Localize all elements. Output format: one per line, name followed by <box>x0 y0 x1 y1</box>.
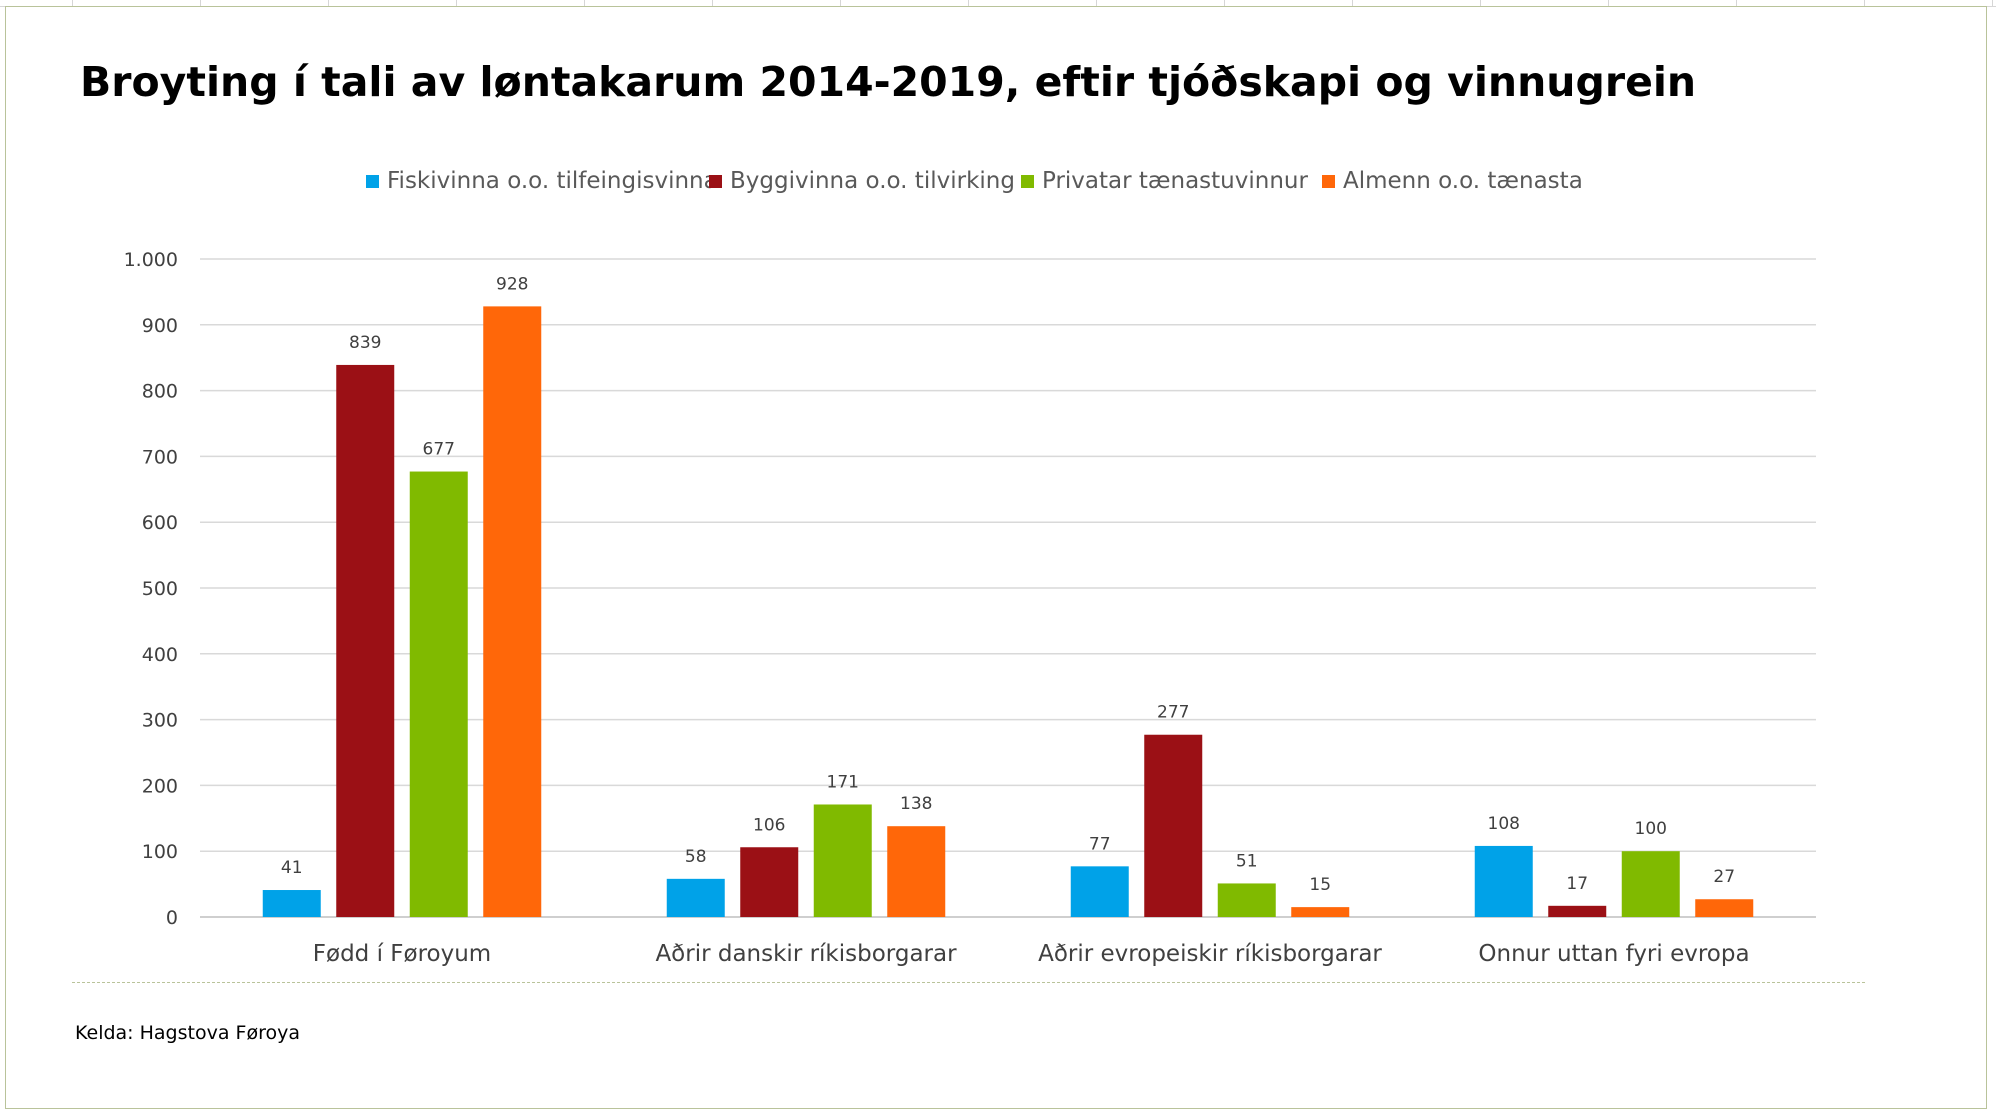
data-label: 171 <box>827 772 859 792</box>
x-tick-label: Onnur uttan fyri evropa <box>1478 941 1749 967</box>
bar <box>666 878 725 917</box>
bar <box>409 471 468 917</box>
bar <box>740 847 799 917</box>
grid-column-line <box>1480 0 1481 6</box>
grid-column-line <box>1224 0 1225 6</box>
data-label: 928 <box>496 274 528 294</box>
data-label: 27 <box>1713 867 1735 887</box>
x-tick-label: Aðrir danskir ríkisborgarar <box>655 941 957 967</box>
bar <box>262 890 321 917</box>
source-note: Kelda: Hagstova Føroya <box>75 1022 300 1044</box>
data-label: 677 <box>423 440 455 460</box>
bottom-divider <box>72 982 1865 983</box>
grid-column-line <box>1352 0 1353 6</box>
grid-column-line <box>1992 0 1993 6</box>
y-tick-label: 1.000 <box>124 249 178 271</box>
bar <box>336 364 395 917</box>
data-label: 100 <box>1635 819 1667 839</box>
grid-column-line <box>968 0 969 6</box>
y-tick-label: 900 <box>142 315 178 337</box>
legend-swatch <box>709 175 722 188</box>
grid-column-line <box>1736 0 1737 6</box>
grid-column-line <box>840 0 841 6</box>
bar <box>1291 907 1350 917</box>
y-tick-label: 500 <box>142 578 178 600</box>
grid-column-line <box>1608 0 1609 6</box>
y-tick-label: 800 <box>142 381 178 403</box>
grid-column-line <box>456 0 457 6</box>
y-tick-label: 100 <box>142 841 178 863</box>
y-tick-label: 200 <box>142 775 178 797</box>
legend-swatch <box>1021 175 1034 188</box>
data-label: 58 <box>685 847 707 867</box>
bar <box>1144 734 1203 917</box>
grid-column-line <box>328 0 329 6</box>
bar <box>887 826 946 917</box>
x-tick-label: Fødd í Føroyum <box>313 941 491 967</box>
data-label: 106 <box>753 815 785 835</box>
grid-column-line <box>1096 0 1097 6</box>
legend-label: Privatar tænastuvinnur <box>1042 168 1308 194</box>
bar <box>1474 845 1533 917</box>
data-label: 15 <box>1309 875 1331 895</box>
data-label: 41 <box>281 858 303 878</box>
bar <box>1070 866 1129 917</box>
data-label: 138 <box>900 794 932 814</box>
data-label: 277 <box>1157 703 1189 723</box>
legend-swatch <box>366 175 379 188</box>
legend-label: Almenn o.o. tænasta <box>1343 168 1583 194</box>
legend-swatch <box>1322 175 1335 188</box>
bar <box>1621 851 1680 917</box>
bar <box>1695 899 1754 917</box>
data-label: 108 <box>1488 814 1520 834</box>
grid-column-line <box>72 0 73 6</box>
data-label: 17 <box>1566 874 1588 894</box>
grid-column-line <box>1864 0 1865 6</box>
legend-label: Fiskivinna o.o. tilfeingisvinna <box>387 168 718 194</box>
y-tick-label: 700 <box>142 446 178 468</box>
bar <box>813 804 872 917</box>
bar <box>1217 883 1276 917</box>
y-tick-label: 300 <box>142 710 178 732</box>
legend-label: Byggivinna o.o. tilvirking <box>730 168 1015 194</box>
bar <box>483 306 542 918</box>
y-tick-label: 400 <box>142 644 178 666</box>
x-tick-label: Aðrir evropeiskir ríkisborgarar <box>1038 941 1382 967</box>
chart-frame <box>5 6 1987 1109</box>
chart-title: Broyting í tali av løntakarum 2014-2019,… <box>80 58 1697 106</box>
bar <box>1548 905 1607 917</box>
y-tick-label: 0 <box>166 907 178 929</box>
y-tick-label: 600 <box>142 512 178 534</box>
grid-column-line <box>200 0 201 6</box>
data-label: 77 <box>1089 834 1111 854</box>
grid-column-line <box>712 0 713 6</box>
data-label: 51 <box>1236 851 1258 871</box>
data-label: 839 <box>349 333 381 353</box>
grid-column-line <box>584 0 585 6</box>
